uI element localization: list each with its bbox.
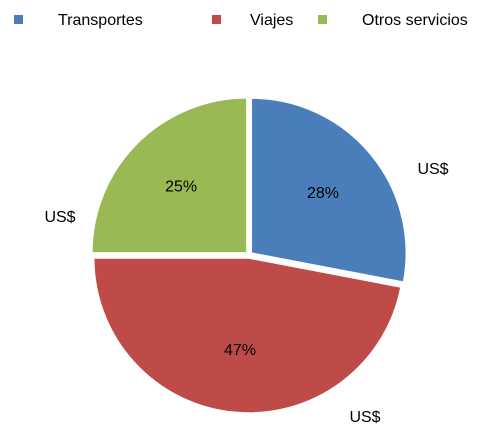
legend-swatch [212,15,221,24]
data-label: 28% [307,185,339,202]
legend-swatch [318,15,327,24]
data-label: 47% [224,342,256,359]
outer-label: US$ [417,161,448,178]
data-label: 25% [165,178,197,195]
pie-slice [250,97,408,284]
legend-label: Viajes [250,12,293,29]
outer-label: US$ [44,209,75,226]
pie-slice [91,97,248,254]
outer-label: US$ [349,409,380,426]
legend-label: Otros servicios [362,12,468,29]
legend-swatch [14,15,23,24]
pie-slice [92,257,402,414]
legend-label: Transportes [58,12,143,29]
